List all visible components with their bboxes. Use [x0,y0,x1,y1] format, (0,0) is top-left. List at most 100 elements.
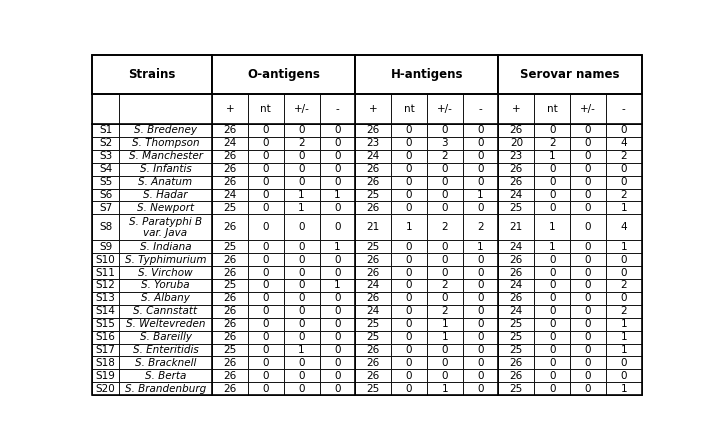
Bar [284,279,319,292]
Text: 21: 21 [510,222,523,232]
Text: S6: S6 [99,190,112,200]
Bar [92,150,119,163]
Text: S. Virchow: S. Virchow [138,268,193,277]
Text: 1: 1 [621,242,627,252]
Bar [534,124,570,137]
Bar [355,150,391,163]
Bar [498,292,534,305]
Text: nt: nt [547,104,558,114]
Bar [391,369,427,382]
Text: 26: 26 [510,164,523,174]
Bar [284,94,319,124]
Bar [248,305,284,318]
Text: S. Bredeney: S. Bredeney [134,125,197,136]
Text: 0: 0 [406,255,412,264]
Bar [319,202,355,215]
Text: 0: 0 [549,332,556,342]
Text: 2: 2 [442,222,448,232]
Text: 0: 0 [263,190,269,200]
Text: 25: 25 [510,384,523,394]
Text: 0: 0 [406,384,412,394]
Bar [119,163,212,176]
Bar [92,240,119,253]
Bar [463,240,498,253]
Text: 1: 1 [478,190,484,200]
Bar [391,202,427,215]
Bar [248,215,284,240]
Text: 25: 25 [510,319,523,329]
Text: 24: 24 [510,281,523,290]
Bar [391,266,427,279]
Bar [570,356,606,369]
Bar [319,240,355,253]
Bar [92,55,212,94]
Bar [248,163,284,176]
Text: 0: 0 [334,358,341,368]
Bar [355,369,391,382]
Bar [92,94,119,124]
Bar [248,356,284,369]
Bar [463,163,498,176]
Bar [319,266,355,279]
Text: 0: 0 [549,293,556,303]
Bar [427,305,463,318]
Text: 0: 0 [621,371,627,381]
Text: 0: 0 [549,177,556,187]
Bar [463,305,498,318]
Text: 0: 0 [585,268,591,277]
Text: 0: 0 [585,345,591,355]
Text: S. Enteritidis: S. Enteritidis [132,345,198,355]
Text: 0: 0 [263,138,269,149]
Bar [534,330,570,343]
Text: 1: 1 [406,222,412,232]
Bar [355,202,391,215]
Text: 2: 2 [621,306,627,316]
Bar [248,279,284,292]
Text: 0: 0 [406,358,412,368]
Bar [92,163,119,176]
Text: 0: 0 [478,164,484,174]
Bar [534,305,570,318]
Bar [248,137,284,150]
Text: 26: 26 [367,255,379,264]
Text: 0: 0 [478,281,484,290]
Text: 0: 0 [406,203,412,213]
Text: 3: 3 [442,138,448,149]
Text: 0: 0 [406,190,412,200]
Text: 0: 0 [621,177,627,187]
Text: 0: 0 [442,268,448,277]
Bar [391,215,427,240]
Text: 26: 26 [367,203,379,213]
Text: 0: 0 [549,306,556,316]
Bar [355,124,391,137]
Text: 0: 0 [263,319,269,329]
Bar [119,240,212,253]
Text: Strains: Strains [128,68,176,81]
Text: 26: 26 [367,293,379,303]
Bar [391,94,427,124]
Text: 25: 25 [223,345,237,355]
Text: 0: 0 [585,332,591,342]
Text: 1: 1 [549,222,556,232]
Text: 24: 24 [367,306,379,316]
Text: 26: 26 [223,293,237,303]
Bar [463,279,498,292]
Text: 0: 0 [549,203,556,213]
Bar [212,137,248,150]
Text: S9: S9 [99,242,112,252]
Bar [212,292,248,305]
Bar [92,137,119,150]
Text: 0: 0 [442,164,448,174]
Text: 0: 0 [299,125,305,136]
Text: +: + [226,104,234,114]
Text: 0: 0 [263,371,269,381]
Bar [212,356,248,369]
Text: 0: 0 [406,242,412,252]
Text: 0: 0 [478,358,484,368]
Bar [463,215,498,240]
Text: 0: 0 [299,371,305,381]
Text: 26: 26 [367,371,379,381]
Text: 26: 26 [223,306,237,316]
Text: 0: 0 [442,203,448,213]
Text: 23: 23 [367,138,379,149]
